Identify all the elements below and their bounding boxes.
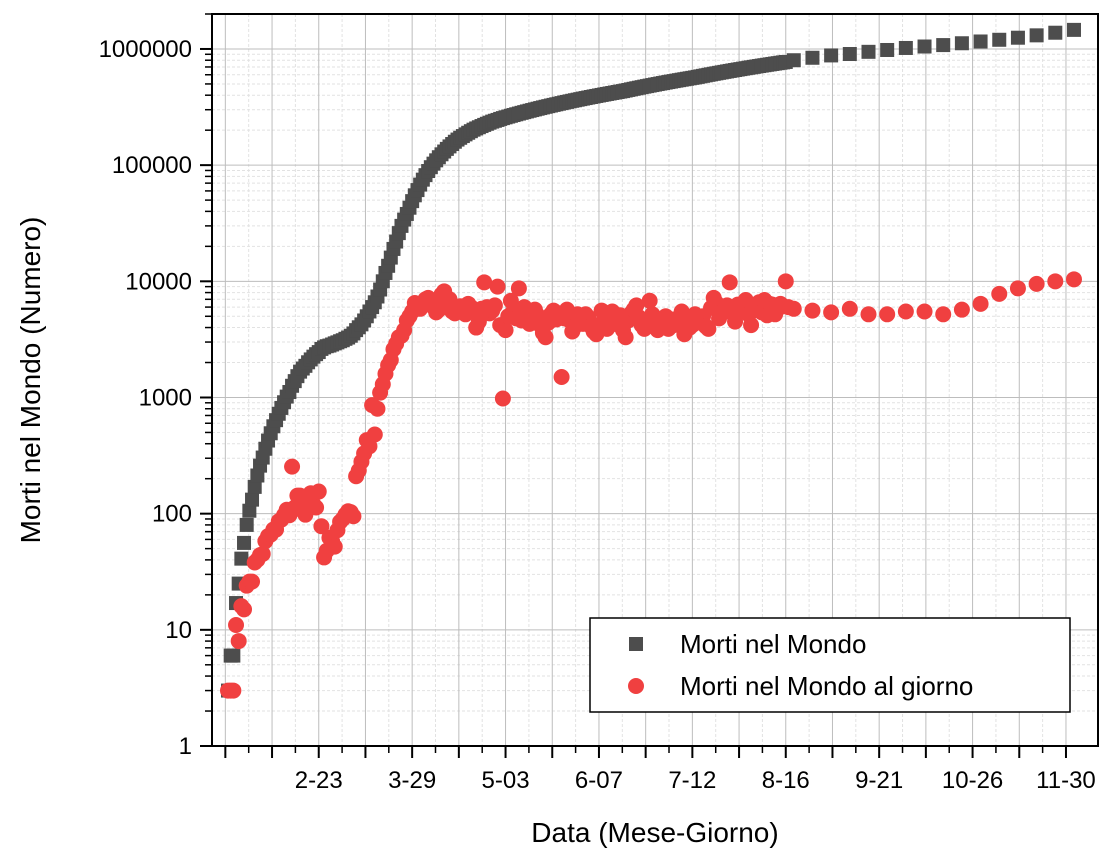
data-point-circle	[785, 300, 802, 317]
legend-marker-circle	[628, 678, 644, 694]
data-point-square	[247, 479, 262, 494]
data-point-circle	[497, 322, 514, 339]
data-point-circle	[313, 518, 330, 535]
data-point-square	[1029, 28, 1044, 43]
data-point-square	[824, 48, 839, 63]
data-point-circle	[721, 274, 738, 291]
data-point-circle	[804, 302, 821, 319]
legend-marker-square	[629, 637, 643, 651]
legend-box	[589, 617, 1071, 713]
axis-ticks	[200, 13, 1067, 758]
data-point-square	[842, 47, 857, 62]
data-point-square	[1066, 22, 1081, 37]
x-axis-label: Data (Mese-Giorno)	[531, 817, 778, 848]
data-point-circle	[366, 426, 383, 443]
series-0	[221, 22, 1081, 698]
data-point-circle	[326, 538, 343, 555]
y-tick-label: 10	[165, 617, 192, 644]
data-point-circle	[369, 400, 386, 417]
data-point-circle	[489, 278, 506, 295]
data-point-square	[954, 36, 969, 51]
legend-label-morti-al-giorno: Morti nel Mondo al giorno	[680, 671, 973, 701]
data-point-circle	[345, 508, 362, 525]
x-tick-label: 6-07	[575, 767, 623, 794]
data-point-circle	[641, 292, 658, 309]
x-tick-label: 5-03	[482, 767, 530, 794]
data-point-circle	[972, 295, 989, 312]
tick-labels: 1 10 100 1000 10000 100000 1000000 2-23 3-29 5-03…	[99, 36, 1096, 794]
data-point-circle	[494, 390, 511, 407]
data-point-circle	[953, 301, 970, 318]
y-axis-label: Morti nel Mondo (Numero)	[15, 217, 46, 544]
data-point-circle	[236, 601, 253, 618]
data-point-square	[242, 503, 257, 518]
data-point-square	[898, 40, 913, 55]
data-point-circle	[1009, 280, 1026, 297]
data-point-circle	[476, 274, 493, 291]
data-point-circle	[1065, 271, 1082, 288]
y-tick-label: 100	[152, 501, 192, 528]
data-point-square	[234, 551, 249, 566]
x-tick-label: 9-21	[855, 767, 903, 794]
data-point-circle	[841, 300, 858, 317]
data-point-square	[237, 535, 252, 550]
data-series	[220, 22, 1082, 699]
x-tick-label: 3-29	[388, 767, 436, 794]
data-point-circle	[284, 458, 301, 475]
y-tick-label: 10000	[125, 268, 192, 295]
data-point-circle	[860, 306, 877, 323]
data-point-circle	[1028, 275, 1045, 292]
legend: Morti nel Mondo Morti nel Mondo al giorn…	[589, 617, 1071, 713]
data-point-circle	[935, 306, 952, 323]
y-tick-label: 1	[179, 733, 192, 760]
data-point-circle	[991, 285, 1008, 302]
y-tick-label: 1000	[139, 384, 192, 411]
data-point-circle	[823, 304, 840, 321]
x-tick-label: 10-26	[942, 767, 1003, 794]
data-point-circle	[510, 280, 527, 297]
data-point-circle	[486, 297, 503, 314]
data-point-square	[936, 38, 951, 53]
data-point-square	[786, 53, 801, 68]
data-point-square	[973, 34, 988, 49]
x-tick-label: 11-30	[1036, 767, 1096, 794]
data-point-square	[239, 517, 254, 532]
data-point-circle	[897, 303, 914, 320]
data-point-square	[917, 39, 932, 54]
data-point-square	[226, 648, 241, 663]
data-point-square	[880, 42, 895, 57]
data-point-square	[861, 44, 876, 59]
data-point-circle	[553, 369, 570, 386]
data-point-circle	[537, 329, 554, 346]
data-point-circle	[777, 273, 794, 290]
data-point-circle	[225, 682, 242, 699]
data-point-circle	[916, 303, 933, 320]
data-point-square	[1010, 30, 1025, 45]
data-point-square	[245, 492, 260, 507]
plot-frame	[211, 13, 1099, 747]
data-point-circle	[244, 573, 261, 590]
data-point-circle	[617, 329, 634, 346]
legend-label-morti-nel-mondo: Morti nel Mondo	[680, 629, 866, 659]
data-point-circle	[230, 633, 247, 650]
x-tick-label: 7-12	[668, 767, 716, 794]
data-point-circle	[228, 617, 245, 634]
x-tick-label: 2-23	[295, 767, 343, 794]
data-point-circle	[310, 483, 327, 500]
data-point-circle	[308, 499, 325, 516]
data-point-circle	[1047, 273, 1064, 290]
data-point-square	[1048, 25, 1063, 40]
y-tick-label: 1000000	[99, 36, 192, 63]
data-point-circle	[743, 317, 760, 334]
data-point-circle	[254, 545, 271, 562]
data-point-circle	[879, 306, 896, 323]
data-point-circle	[727, 313, 744, 330]
series-1	[220, 271, 1082, 699]
x-tick-label: 8-16	[762, 767, 810, 794]
y-tick-label: 100000	[112, 152, 192, 179]
data-point-circle	[700, 320, 717, 337]
data-point-square	[805, 50, 820, 65]
data-point-square	[992, 32, 1007, 47]
